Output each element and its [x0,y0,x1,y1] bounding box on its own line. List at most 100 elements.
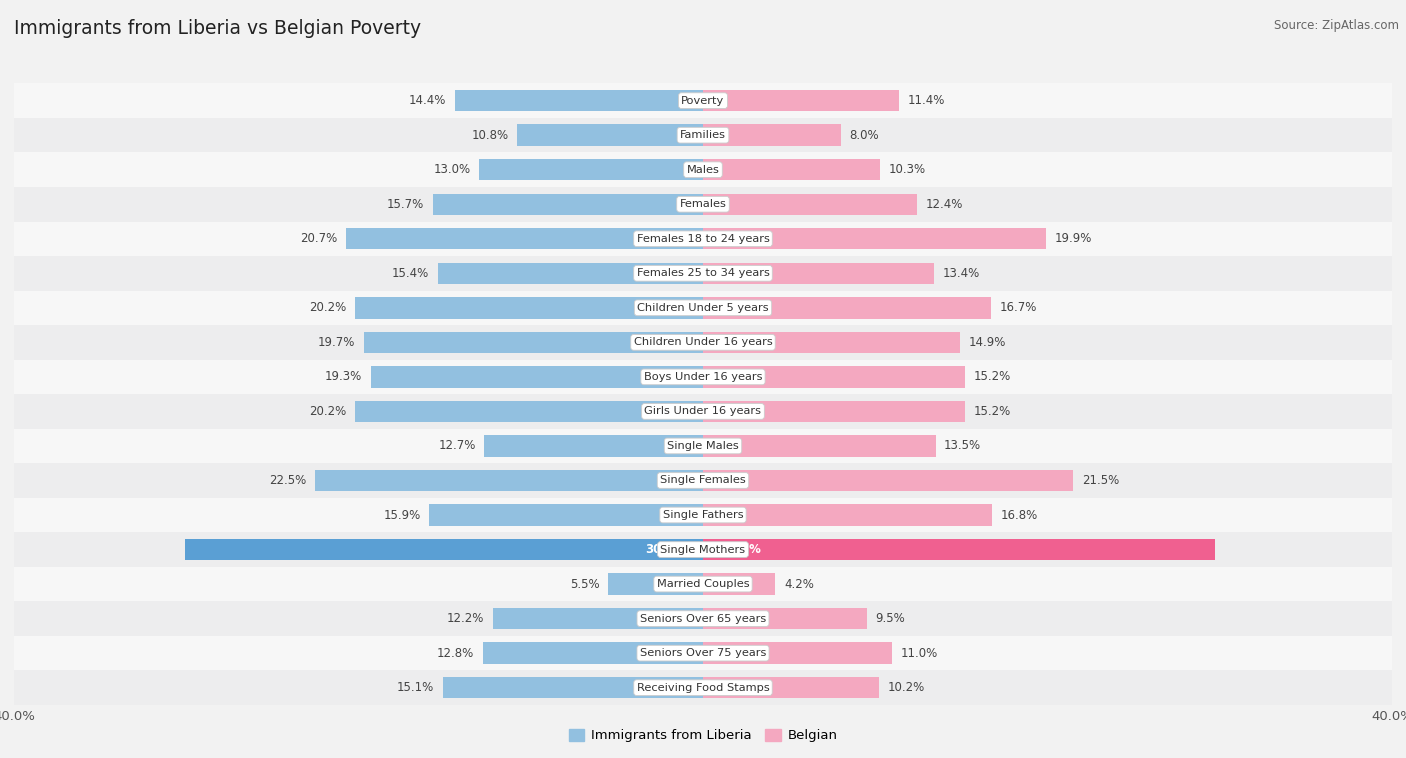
Bar [14,359,1392,394]
Bar [14,429,1392,463]
Text: 21.5%: 21.5% [1083,474,1119,487]
Bar [14,256,1392,290]
Text: 15.9%: 15.9% [384,509,420,522]
Bar [703,608,866,629]
Bar [703,366,965,387]
Bar [14,118,1392,152]
Text: 22.5%: 22.5% [270,474,307,487]
Text: 20.2%: 20.2% [309,405,346,418]
Text: Females: Females [679,199,727,209]
Text: Females 25 to 34 years: Females 25 to 34 years [637,268,769,278]
Text: 19.9%: 19.9% [1054,232,1091,246]
Bar [364,332,703,353]
Text: 9.5%: 9.5% [875,612,905,625]
Text: 15.7%: 15.7% [387,198,425,211]
Text: 5.5%: 5.5% [569,578,599,590]
Text: Single Fathers: Single Fathers [662,510,744,520]
Text: 11.4%: 11.4% [908,94,945,107]
Bar [14,221,1392,256]
Text: 11.0%: 11.0% [901,647,938,659]
Text: Immigrants from Liberia vs Belgian Poverty: Immigrants from Liberia vs Belgian Pover… [14,19,422,38]
Bar [703,401,965,422]
Bar [14,636,1392,670]
Text: 16.7%: 16.7% [1000,302,1036,315]
Bar [703,470,1073,491]
Text: Seniors Over 65 years: Seniors Over 65 years [640,614,766,624]
Text: 15.4%: 15.4% [392,267,429,280]
Bar [703,159,880,180]
Text: Children Under 16 years: Children Under 16 years [634,337,772,347]
Bar [703,297,991,318]
Text: 16.8%: 16.8% [1001,509,1038,522]
Text: Males: Males [686,164,720,174]
Text: Receiving Food Stamps: Receiving Food Stamps [637,683,769,693]
Bar [14,670,1392,705]
Text: Families: Families [681,130,725,140]
Text: Children Under 5 years: Children Under 5 years [637,303,769,313]
Bar [14,187,1392,221]
Bar [443,677,703,698]
Text: Source: ZipAtlas.com: Source: ZipAtlas.com [1274,19,1399,32]
Text: 15.1%: 15.1% [396,681,434,694]
Bar [517,124,703,146]
Bar [703,332,960,353]
Bar [703,193,917,215]
Text: Boys Under 16 years: Boys Under 16 years [644,372,762,382]
Text: Single Males: Single Males [666,441,740,451]
Text: 15.2%: 15.2% [973,405,1011,418]
Text: 12.2%: 12.2% [447,612,484,625]
Text: Single Females: Single Females [661,475,745,485]
Bar [315,470,703,491]
Legend: Immigrants from Liberia, Belgian: Immigrants from Liberia, Belgian [564,724,842,747]
Text: Seniors Over 75 years: Seniors Over 75 years [640,648,766,658]
Text: 14.9%: 14.9% [969,336,1005,349]
Bar [609,573,703,595]
Bar [494,608,703,629]
Bar [14,152,1392,187]
Text: 10.8%: 10.8% [471,129,509,142]
Text: 15.2%: 15.2% [973,371,1011,384]
Text: 12.7%: 12.7% [439,440,475,453]
Bar [14,394,1392,429]
Bar [437,262,703,284]
Bar [703,504,993,526]
Text: 14.4%: 14.4% [409,94,446,107]
Bar [14,532,1392,567]
Bar [14,290,1392,325]
Text: Married Couples: Married Couples [657,579,749,589]
Bar [356,297,703,318]
Text: 19.7%: 19.7% [318,336,356,349]
Bar [14,498,1392,532]
Bar [429,504,703,526]
Text: 13.4%: 13.4% [942,267,980,280]
Text: 20.2%: 20.2% [309,302,346,315]
Text: Single Mothers: Single Mothers [661,544,745,555]
Text: 29.7%: 29.7% [720,543,761,556]
Text: 10.2%: 10.2% [887,681,925,694]
Text: 12.8%: 12.8% [437,647,474,659]
Bar [703,677,879,698]
Text: 4.2%: 4.2% [785,578,814,590]
Bar [703,435,935,456]
Bar [479,159,703,180]
Bar [703,573,775,595]
Bar [482,643,703,664]
Text: 30.1%: 30.1% [645,543,686,556]
Bar [356,401,703,422]
Bar [184,539,703,560]
Bar [14,325,1392,359]
Text: 19.3%: 19.3% [325,371,361,384]
Text: 12.4%: 12.4% [925,198,963,211]
Bar [703,228,1046,249]
Bar [703,643,893,664]
Text: Girls Under 16 years: Girls Under 16 years [644,406,762,416]
Bar [703,262,934,284]
Text: 8.0%: 8.0% [849,129,879,142]
Text: 13.0%: 13.0% [433,163,471,176]
Text: Females 18 to 24 years: Females 18 to 24 years [637,233,769,244]
Bar [14,463,1392,498]
Text: 20.7%: 20.7% [301,232,337,246]
Bar [433,193,703,215]
Bar [703,539,1215,560]
Bar [703,124,841,146]
